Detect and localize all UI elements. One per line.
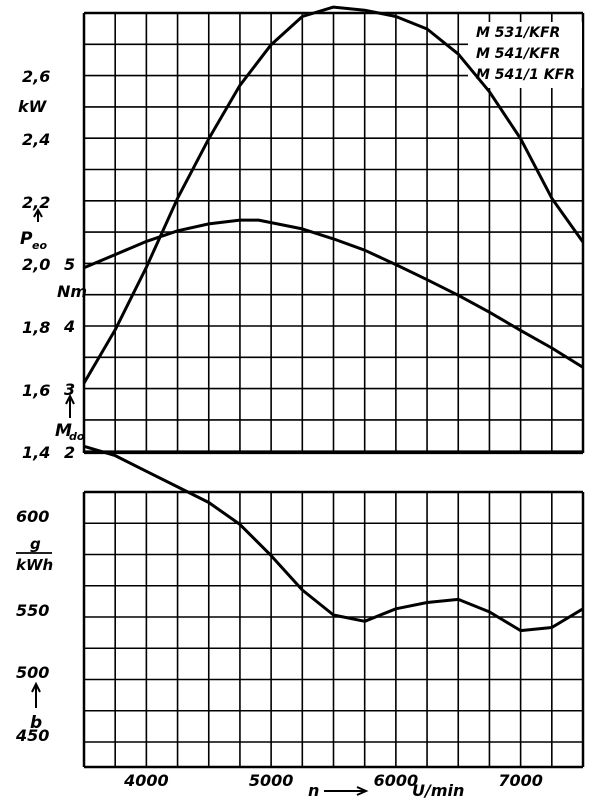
power-unit-label: kW [18,97,48,116]
x-tick-label: 7000 [498,771,543,790]
x-unit-label: U/min [412,781,464,800]
legend-entry: M 531/KFR [476,25,560,41]
consumption-curve [83,444,584,633]
legend-entry: M 541/1 KFR [476,67,575,83]
legend-entry: M 541/KFR [476,46,560,62]
consumption-unit-numerator: g [30,535,41,553]
torque-tick-label: 3 [64,380,75,399]
chart-grid [82,11,585,769]
x-tick-label: 5000 [249,771,294,790]
power-symbol-subscript: eo [32,239,47,252]
torque-tick-label: 4 [63,317,75,336]
torque-symbol-subscript: do [69,430,85,443]
torque-tick-label: 5 [64,255,75,274]
consumption-tick-label: 500 [16,663,49,682]
torque-symbol-label: M [55,421,72,441]
power-tick-label: 1,8 [22,318,50,337]
power-tick-label: 2,0 [22,255,50,274]
power-symbol-label: P [20,229,33,249]
torque-unit-label: Nm [57,282,87,301]
consumption-axis-arrow [31,681,41,708]
power-curve [82,5,585,384]
torque-curve [83,218,584,369]
power-tick-label: 2,4 [22,130,50,149]
power-tick-label: 2,2 [22,193,50,212]
consumption-unit-denominator: kWh [16,556,53,574]
consumption-tick-label: 550 [16,601,49,620]
consumption-symbol-label: b [30,713,42,733]
power-tick-label: 1,6 [22,381,50,400]
power-tick-label: 2,6 [22,67,50,86]
power-tick-label: 1,4 [22,443,50,462]
x-axis-label: n [308,781,319,800]
legend-background [468,22,582,88]
torque-tick-label: 2 [64,443,75,462]
consumption-tick-label: 450 [15,726,49,745]
consumption-tick-label: 600 [16,507,49,526]
chart-labels: M 531/KFR M 541/KFR M 541/1 KFR 1,4 1,6 1,8 2,… [15,25,575,800]
x-axis-arrow [324,786,369,796]
chart-curves [82,5,585,633]
x-tick-label: 4000 [123,771,169,790]
torque-axis-arrow [65,393,75,418]
power-axis-arrow [33,207,43,222]
x-tick-label: 6000 [374,771,419,790]
